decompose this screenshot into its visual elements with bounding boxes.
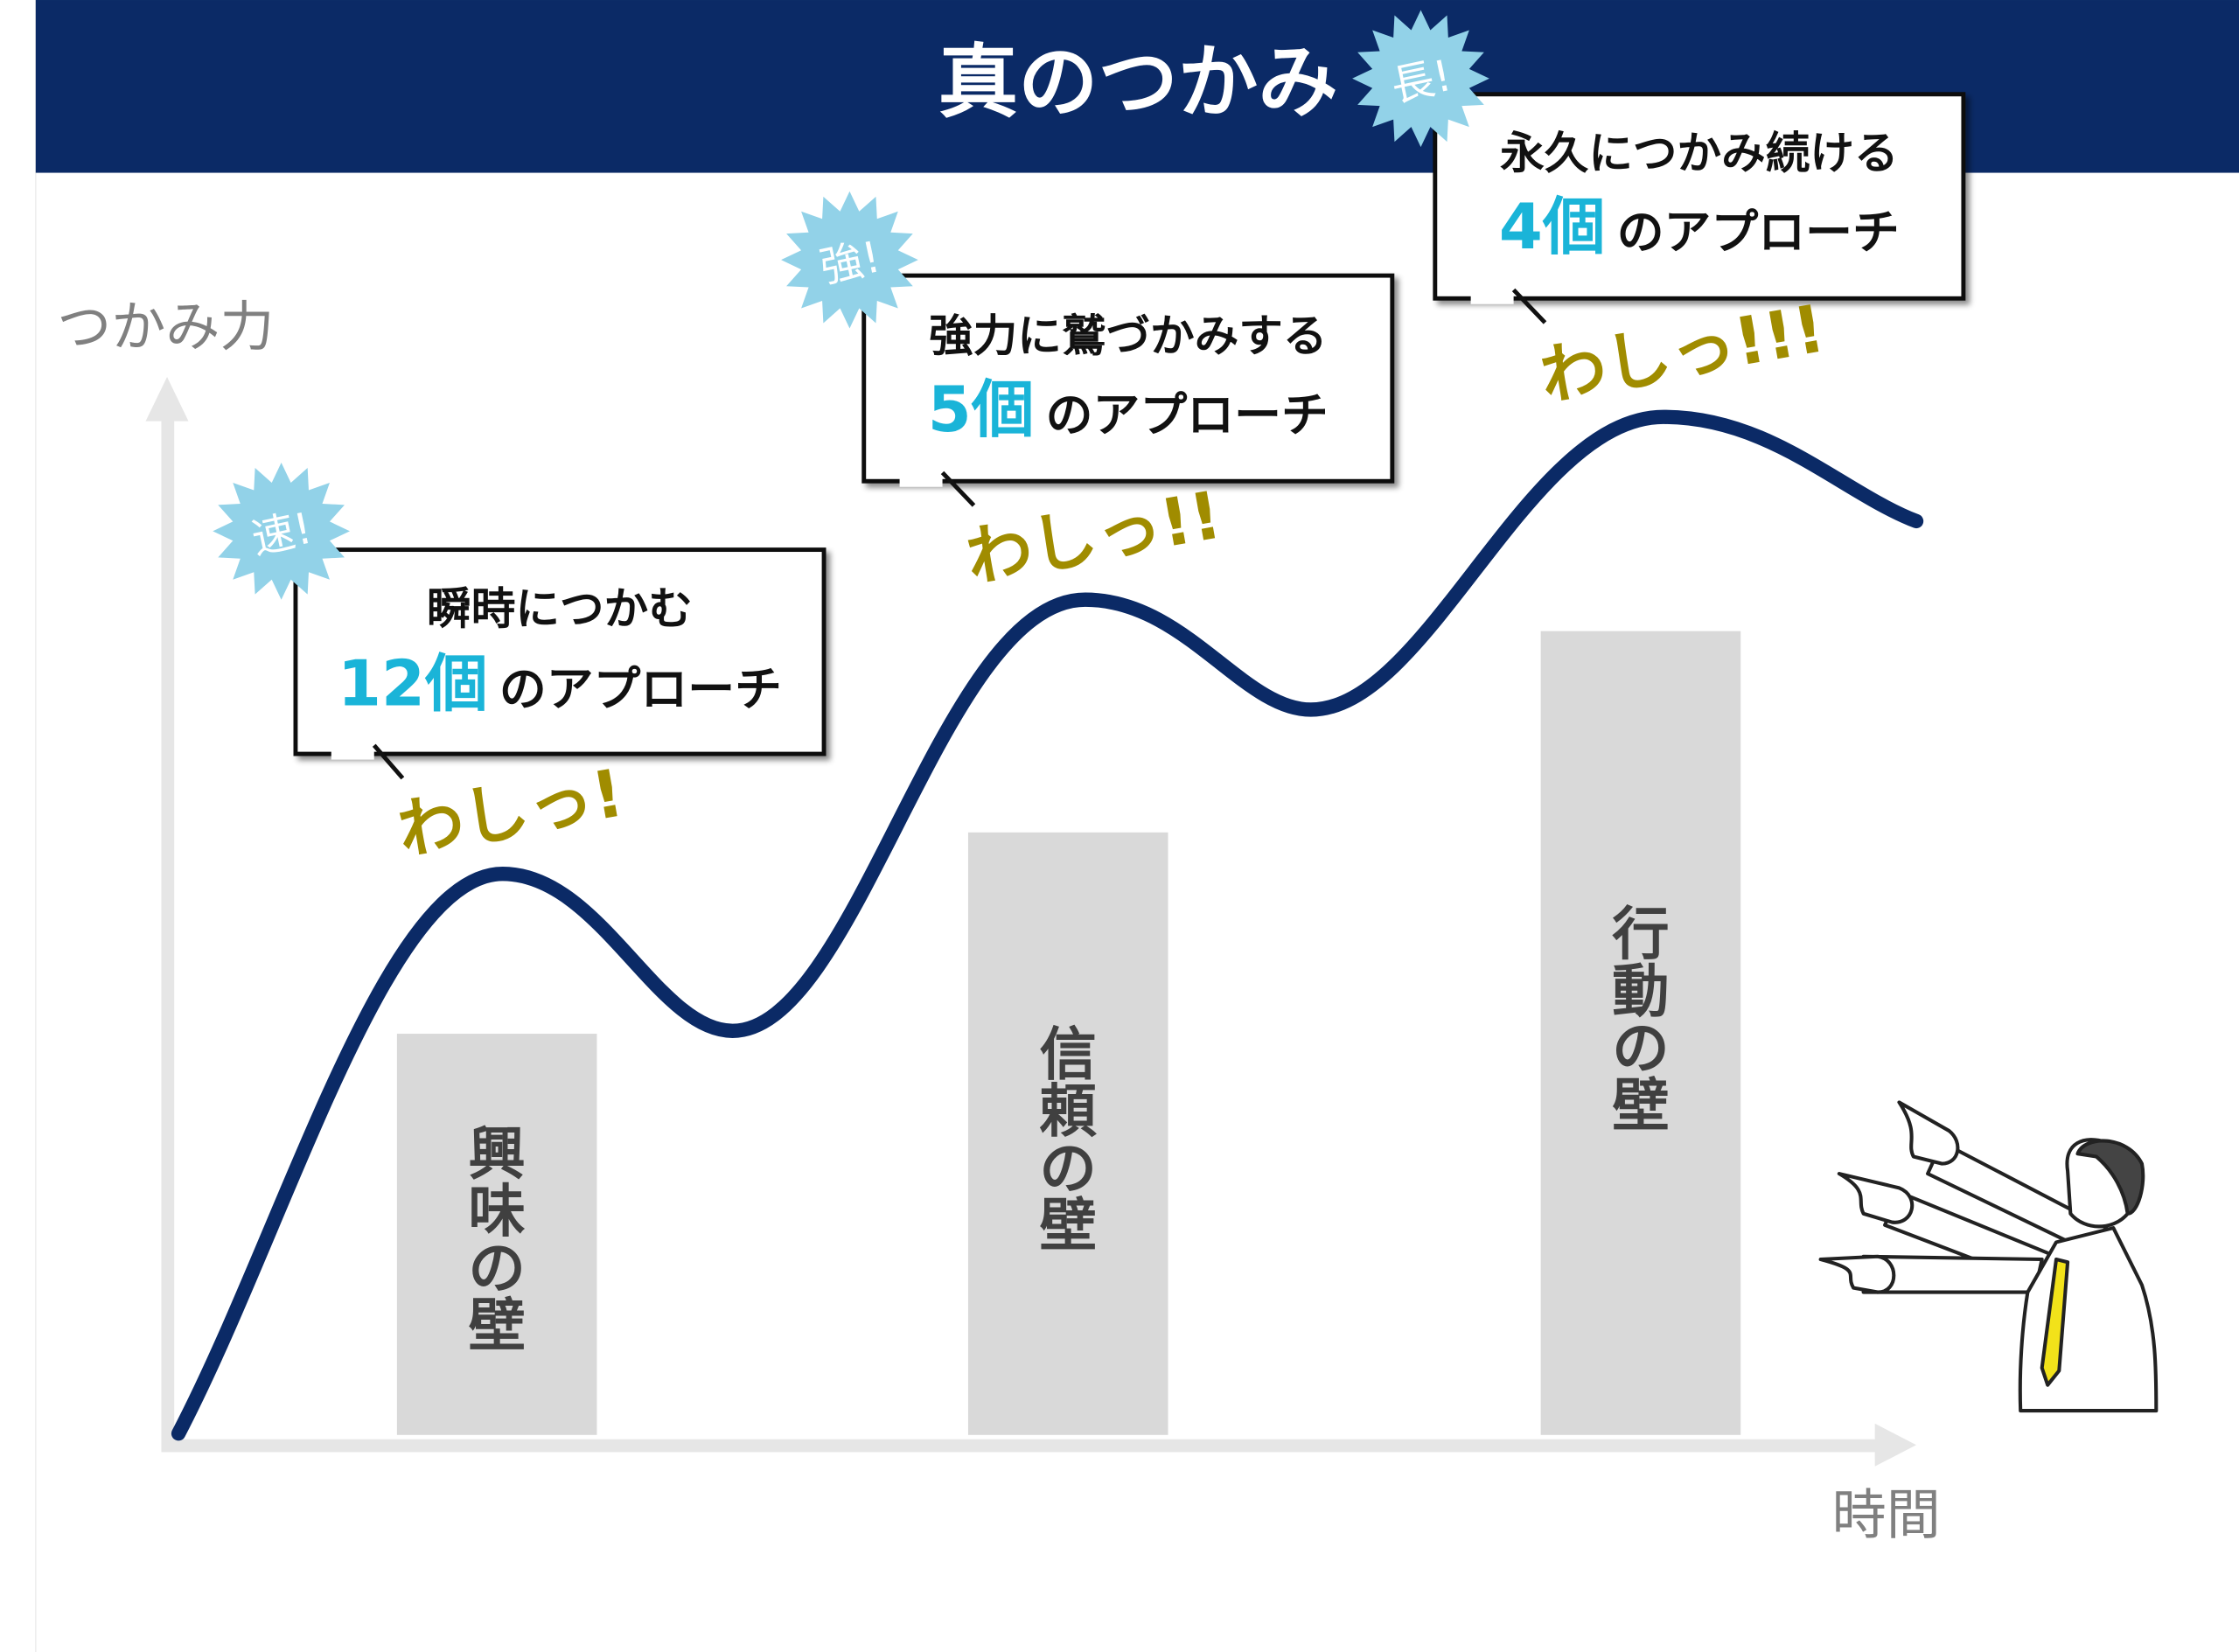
approach-callout-1: 瞬時につかむ 12個 のアプローチ bbox=[293, 547, 827, 780]
x-axis-label: 時間 bbox=[1832, 1482, 1941, 1546]
exclaim-2: わしっ!! bbox=[960, 477, 1227, 597]
badge-long: 長! bbox=[1352, 10, 1489, 148]
svg-text:速!: 速! bbox=[248, 503, 317, 564]
y-axis-label: つかみ力 bbox=[57, 295, 274, 359]
wall-trust: 信頼の壁 bbox=[967, 832, 1168, 1435]
badge-fast: 速! bbox=[213, 462, 350, 600]
wall-action: 行動の壁 bbox=[1540, 631, 1741, 1435]
approach-callout-3: 永久につかみ続ける 4個 のアプローチ bbox=[1433, 92, 1966, 324]
svg-text:強力に鷲づかみする: 強力に鷲づかみする bbox=[929, 310, 1327, 362]
wall-interest: 興味の壁 bbox=[396, 1034, 597, 1435]
svg-text:長!: 長! bbox=[1387, 51, 1456, 112]
grip-curve bbox=[171, 409, 1924, 1441]
svg-text:信頼の壁: 信頼の壁 bbox=[1040, 1021, 1098, 1259]
page-title: 真のつかみ bbox=[938, 36, 1338, 129]
badge-strong: 強! bbox=[781, 191, 918, 329]
svg-text:瞬時につかむ: 瞬時につかむ bbox=[427, 582, 693, 634]
approach-callout-2: 強力に鷲づかみする 5個 のアプローチ bbox=[861, 273, 1395, 507]
exclaim-1: わしっ! bbox=[392, 754, 629, 869]
svg-text:強!: 強! bbox=[816, 232, 885, 293]
y-axis bbox=[145, 377, 189, 1451]
x-axis bbox=[161, 1423, 1917, 1467]
svg-text:興味の壁: 興味の壁 bbox=[469, 1121, 526, 1359]
pointing-man-illustration bbox=[1818, 1100, 2159, 1413]
exclaim-3: わしっ!!! bbox=[1534, 289, 1830, 415]
svg-text:永久につかみ続ける: 永久につかみ続ける bbox=[1500, 128, 1898, 179]
svg-text:行動の壁: 行動の壁 bbox=[1612, 902, 1669, 1140]
